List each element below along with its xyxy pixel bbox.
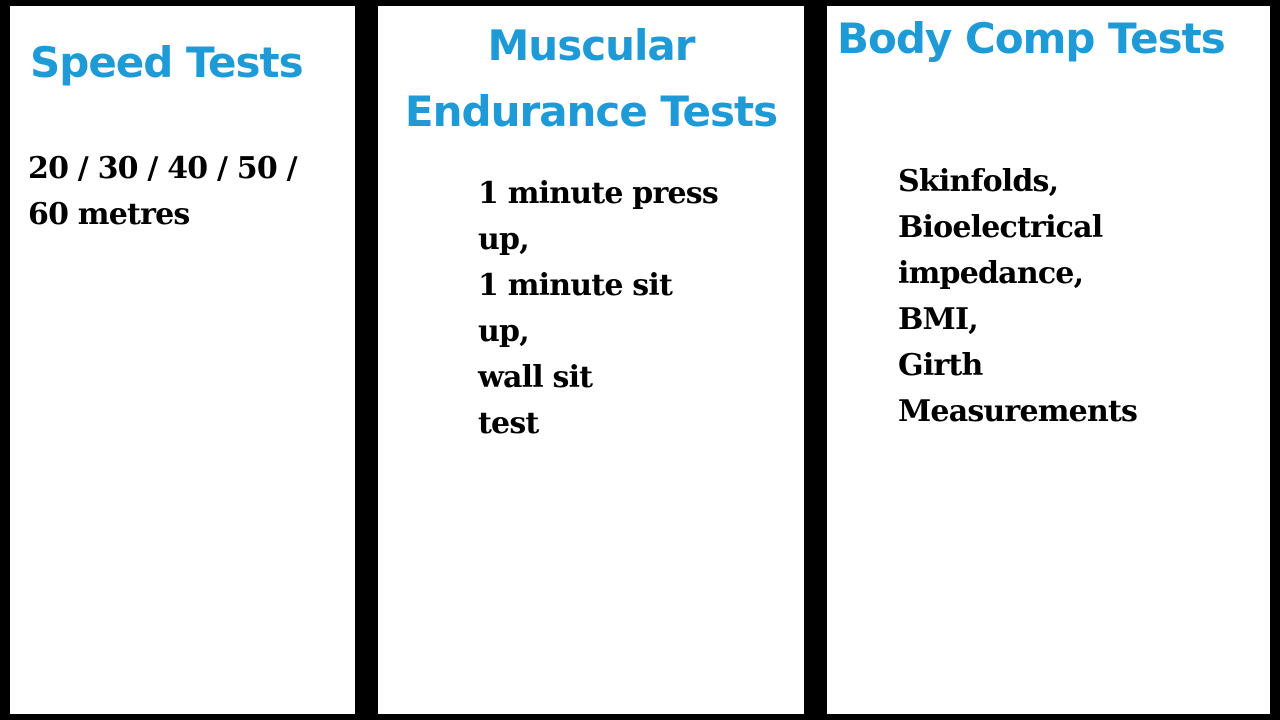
muscular-endurance-tests-heading: Muscular Endurance Tests (378, 13, 804, 145)
heading-line: Body Comp Tests (837, 14, 1226, 63)
heading-line: Endurance Tests (404, 87, 778, 136)
list-line: Skinfolds, (898, 164, 1059, 199)
list-line: impedance, (898, 256, 1084, 291)
muscular-endurance-tests-column: Muscular Endurance Tests 1 minute press … (378, 6, 804, 714)
muscular-endurance-tests-list: 1 minute press up, 1 minute sit up, wall… (478, 171, 719, 447)
body-comp-tests-heading: Body Comp Tests (837, 6, 1226, 72)
speed-tests-list: 20 / 30 / 40 / 50 / 60 metres (28, 146, 298, 238)
list-line: Girth (898, 348, 983, 383)
heading-line: Muscular (487, 21, 696, 70)
list-line: BMI, (898, 302, 979, 337)
list-line: wall sit (478, 360, 593, 395)
list-line: up, (478, 314, 530, 349)
list-line: 60 metres (28, 197, 190, 232)
list-line: up, (478, 222, 530, 257)
list-line: 20 / 30 / 40 / 50 / (28, 151, 298, 186)
speed-tests-column: Speed Tests 20 / 30 / 40 / 50 / 60 metre… (10, 6, 355, 714)
heading-line: Speed Tests (30, 38, 304, 87)
list-line: 1 minute press (478, 176, 719, 211)
list-line: 1 minute sit (478, 268, 673, 303)
list-line: test (478, 406, 539, 441)
list-line: Bioelectrical (898, 210, 1103, 245)
body-comp-tests-column: Body Comp Tests Skinfolds, Bioelectrical… (827, 6, 1270, 714)
list-line: Measurements (898, 394, 1138, 429)
body-comp-tests-list: Skinfolds, Bioelectrical impedance, BMI,… (898, 159, 1138, 435)
speed-tests-heading: Speed Tests (30, 30, 304, 96)
